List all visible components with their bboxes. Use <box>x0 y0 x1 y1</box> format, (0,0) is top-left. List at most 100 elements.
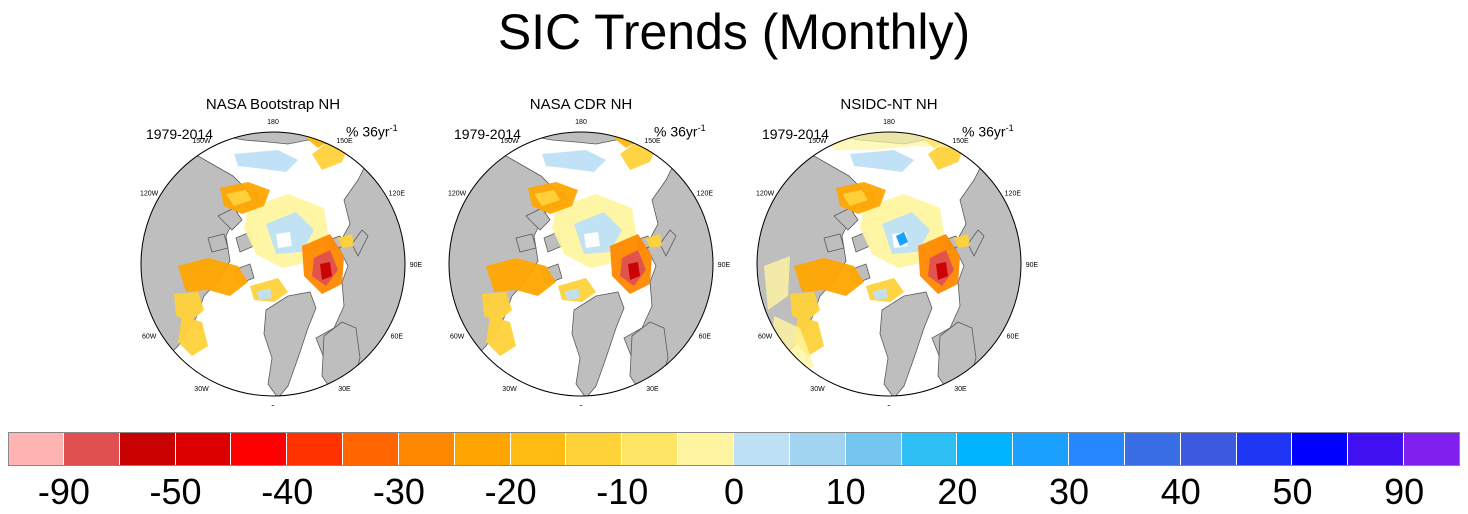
panel-title: NSIDC-NT NH <box>840 96 938 113</box>
land-mass <box>967 229 985 257</box>
colorbar <box>8 432 1460 466</box>
colorbar-tick-label: -10 <box>596 471 649 512</box>
longitude-label: 120W <box>756 191 775 198</box>
land-mass <box>321 321 361 395</box>
map-panel-nsidc-nt: NSIDC-NT NH 1979-2014 % 36yr-1 0 30E 60E 90… <box>754 96 1054 406</box>
trend-region <box>936 262 948 280</box>
trend-region <box>482 292 512 322</box>
trend-region <box>564 288 580 300</box>
trend-region <box>896 232 908 246</box>
colorbar-tick-label: 90 <box>1384 471 1425 512</box>
pole-hole <box>584 232 600 248</box>
land-mass <box>525 207 551 231</box>
trend-region <box>174 292 204 322</box>
panel-title: NASA Bootstrap NH <box>205 96 341 113</box>
colorbar-tick-label: 10 <box>825 471 866 512</box>
trend-region <box>542 150 606 172</box>
colorbar-tick-label: -90 <box>37 471 90 512</box>
trend-region <box>790 292 820 322</box>
trend-region <box>486 316 516 356</box>
panel-period: 1979-2014 <box>146 126 213 142</box>
longitude-label: 120E <box>1005 191 1022 198</box>
longitude-label: 0 <box>579 405 583 406</box>
land-mass <box>879 291 933 396</box>
longitude-label: 30W <box>502 386 517 393</box>
longitude-label: 60W <box>142 334 157 341</box>
trend-region <box>842 190 868 206</box>
polar-map: 030E60E90E120E150E180150W120W90W60W30W <box>140 119 423 406</box>
longitude-label: 30E <box>338 386 351 393</box>
trend-region <box>234 150 298 172</box>
longitude-label: 60W <box>758 334 773 341</box>
pole-hole <box>276 232 292 248</box>
polar-map: 030E60E90E120E150E180150W120W90W60W30W <box>448 119 731 406</box>
colorbar-swatch <box>957 432 1014 466</box>
trend-region <box>794 258 864 296</box>
colorbar-swatch <box>1180 432 1237 466</box>
longitude-label: 180 <box>575 119 587 126</box>
colorbar-swatch <box>734 432 790 466</box>
polar-map: 030E60E90E120E150E180150W120W90W60W30W <box>756 119 1039 406</box>
longitude-label: 30E <box>954 386 967 393</box>
map-panel-cdr: NASA CDR NH 1979-2014 % 36yr-1 0 30E 60E 90… <box>446 96 746 406</box>
land-mass <box>823 233 845 253</box>
colorbar-swatch <box>175 432 232 466</box>
colorbar-swatch <box>119 432 176 466</box>
colorbar-tick-label: -20 <box>484 471 537 512</box>
colorbar-swatch <box>901 432 958 466</box>
colorbar-swatch <box>1069 432 1125 466</box>
longitude-label: 120E <box>697 191 714 198</box>
longitude-label: 30W <box>810 386 825 393</box>
colorbar-swatch <box>454 432 511 466</box>
colorbar-swatch <box>789 432 846 466</box>
trend-region <box>628 262 640 280</box>
longitude-label: 150W <box>192 138 211 145</box>
longitude-label: 60E <box>1007 334 1020 341</box>
trend-region <box>178 316 208 356</box>
map-panel-bootstrap: NASA Bootstrap NH 1979-2014 % 36yr-1 0 30… <box>138 96 438 406</box>
colorbar-swatch <box>1292 432 1349 466</box>
map-boundary <box>756 131 1022 397</box>
land-mass <box>505 132 687 145</box>
colorbar-swatch <box>845 432 902 466</box>
panel-period: 1979-2014 <box>454 126 521 142</box>
longitude-label: 90E <box>1026 262 1039 269</box>
colorbar-swatch <box>231 432 288 466</box>
longitude-label: 150E <box>336 138 353 145</box>
land-mass <box>833 207 859 231</box>
trend-region <box>338 234 354 248</box>
colorbar-swatch <box>1013 432 1070 466</box>
colorbar-tick-label: -40 <box>261 471 314 512</box>
land-mass <box>197 132 379 145</box>
colorbar-tick-label: 40 <box>1160 471 1201 512</box>
colorbar-swatch <box>510 432 567 466</box>
trend-region <box>954 234 970 248</box>
longitude-label: 60E <box>699 334 712 341</box>
trend-region <box>256 288 272 300</box>
land-mass <box>571 291 625 396</box>
longitude-label: 90E <box>410 262 423 269</box>
trend-region <box>320 262 332 280</box>
trend-region <box>850 150 914 172</box>
longitude-label: 60W <box>450 334 465 341</box>
trend-region <box>666 132 686 146</box>
colorbar-swatch <box>398 432 455 466</box>
trend-region <box>486 258 556 296</box>
panel-title: NASA CDR NH <box>529 96 633 113</box>
figure-title: SIC Trends (Monthly) <box>497 4 971 60</box>
colorbar-tick-label: 50 <box>1272 471 1313 512</box>
longitude-label: 0 <box>271 405 275 406</box>
colorbar-swatch <box>8 432 64 466</box>
colorbar-swatch <box>1348 432 1405 466</box>
panel-units: % 36yr-1 <box>962 123 1014 140</box>
colorbar-swatch <box>343 432 399 466</box>
colorbar-swatch <box>63 432 120 466</box>
longitude-label: 120E <box>389 191 406 198</box>
longitude-label: 150E <box>952 138 969 145</box>
panel-units: % 36yr-1 <box>346 123 398 140</box>
colorbar-tick-label: 30 <box>1049 471 1090 512</box>
land-mass <box>515 233 537 253</box>
panel-units: % 36yr-1 <box>654 123 706 140</box>
colorbar-swatch <box>1404 432 1460 466</box>
trend-region <box>534 190 560 206</box>
